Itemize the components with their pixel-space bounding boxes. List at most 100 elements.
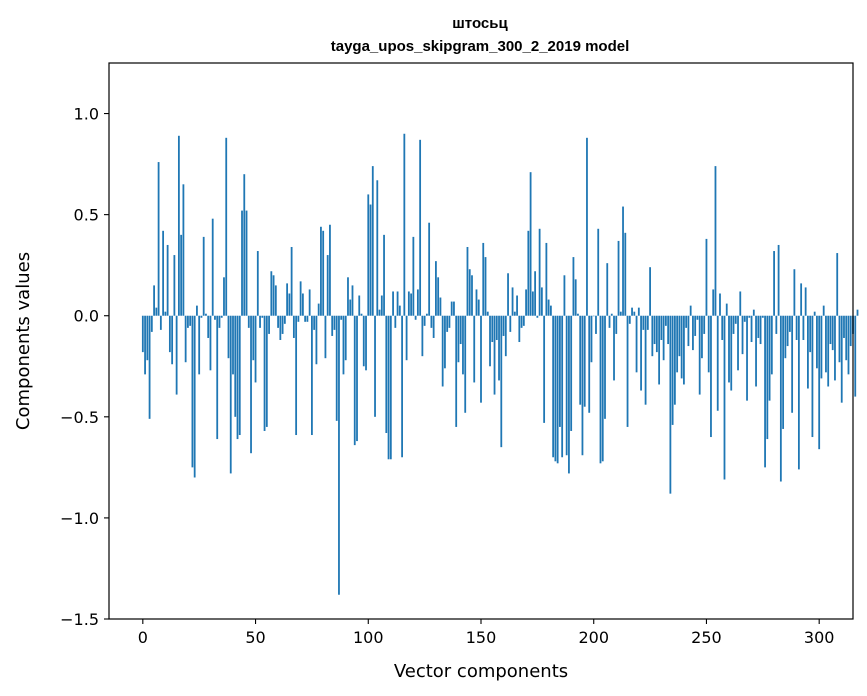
bar [768,315,771,401]
bar [166,244,169,316]
bar [338,315,340,595]
bar [800,283,803,316]
bar [730,315,733,391]
bar [254,315,257,383]
bar [692,315,694,351]
bar [660,315,663,340]
bar [295,315,298,436]
bar [820,315,823,379]
bar [349,299,352,316]
bar [200,315,203,318]
bar [707,315,710,373]
bar [243,174,246,316]
bar [471,275,473,316]
bar [369,204,372,316]
bar [238,315,241,436]
bar [540,287,543,316]
bar [292,315,295,338]
bar [586,137,588,316]
bar [579,315,582,405]
bar [741,315,744,355]
bar [687,315,690,347]
bar [633,311,636,316]
bar [184,315,187,363]
bar [739,291,742,316]
y-axis-label: Components values [13,252,34,430]
bar [827,315,830,387]
bar [807,315,809,389]
bar [493,315,496,395]
bar [430,315,433,328]
bar [705,238,708,316]
bar [207,315,210,338]
bar [838,315,841,363]
bar [450,301,453,316]
bar [351,285,354,316]
bar [678,315,681,357]
bar [581,315,584,456]
bar [529,172,532,316]
bar [766,315,769,440]
bar [313,315,316,330]
bar [549,305,552,316]
bar [173,255,176,316]
bar [583,315,586,407]
bar [531,291,534,316]
bar [144,315,146,375]
x-tick-label: 100 [353,628,384,647]
bar [394,315,397,328]
bar [153,285,155,316]
bar [448,315,451,328]
bar [437,277,440,316]
bar [159,315,162,330]
bar [511,287,514,316]
bar [311,315,313,436]
y-tick-label: −1.0 [60,509,99,528]
x-tick-label: 50 [245,628,265,647]
bar [642,315,645,330]
bar [676,315,679,373]
bar [588,315,591,413]
bar [556,315,559,464]
bar [281,315,284,334]
bar [779,315,782,482]
bar [628,315,631,324]
bar [856,309,859,316]
bar [651,315,654,357]
bar [513,311,516,316]
bar [141,315,144,353]
bar [473,315,476,383]
bar [775,315,778,334]
bar [279,315,282,340]
bar [836,253,839,316]
bar [155,307,158,316]
bar [491,315,494,343]
bar [444,315,446,369]
bar [757,315,760,338]
bar [180,234,183,316]
bar [477,299,480,316]
bar [635,315,638,373]
bar [829,315,832,345]
bar [597,228,600,316]
bar [322,230,325,316]
bar [559,315,561,427]
bar [847,315,850,375]
bar [646,315,649,330]
bar [177,135,180,316]
bar [624,232,627,316]
bar [822,305,825,316]
bar [148,315,151,419]
bar [619,311,622,316]
bar [498,315,500,381]
bar [234,315,237,417]
bar [615,315,618,334]
bar [696,315,699,320]
bar [466,246,469,316]
y-tick-label: 0.0 [74,307,99,326]
bar [716,315,719,411]
bar [784,315,787,359]
bar [250,315,252,454]
bar [297,315,300,322]
bar [286,283,289,316]
